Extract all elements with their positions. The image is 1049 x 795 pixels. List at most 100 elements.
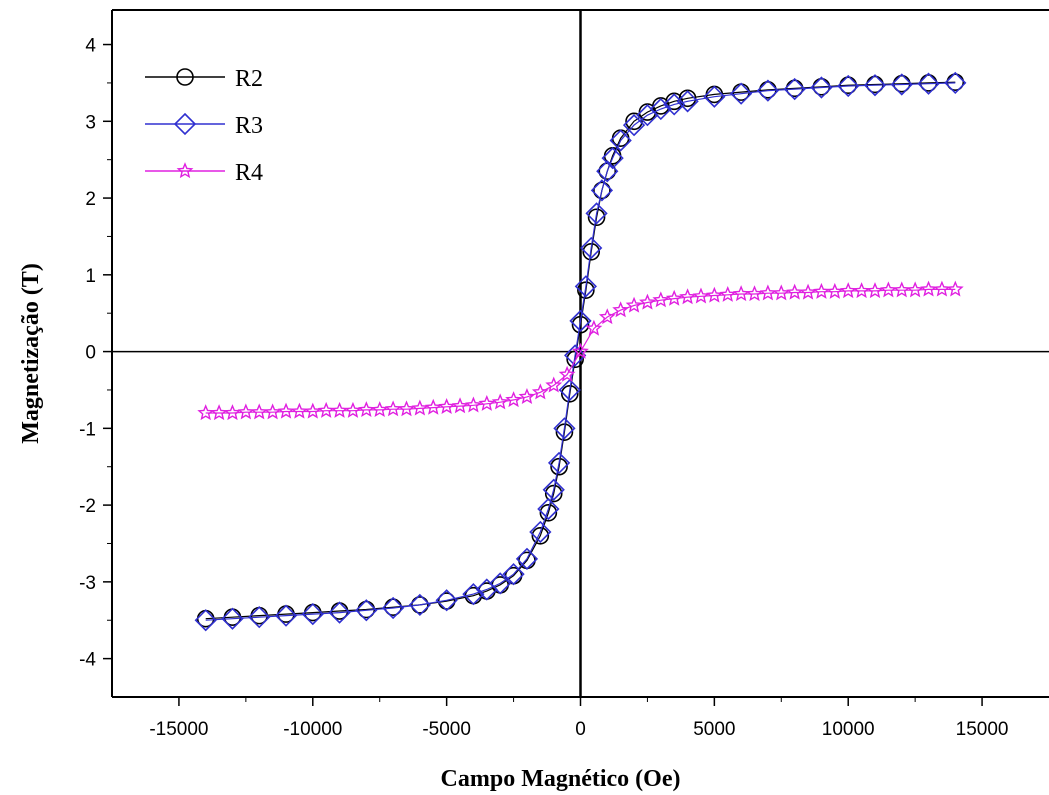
data-point-r3 xyxy=(863,74,887,97)
data-point-r4 xyxy=(384,400,402,417)
x-tick-label: 0 xyxy=(575,719,586,740)
data-point-r4 xyxy=(705,286,723,303)
data-point-r3 xyxy=(542,478,565,501)
data-point-r3 xyxy=(408,593,432,617)
data-point-r4 xyxy=(291,402,308,419)
data-point-r4 xyxy=(558,365,576,382)
legend-label: R3 xyxy=(235,113,263,139)
data-point-r3 xyxy=(194,609,217,632)
data-point-r3 xyxy=(590,179,614,202)
data-point-r3 xyxy=(537,497,560,521)
data-point-r4 xyxy=(946,280,964,297)
data-point-r2 xyxy=(411,596,429,614)
data-point-r3 xyxy=(381,596,405,620)
data-point-r4 xyxy=(853,282,870,299)
data-point-r2 xyxy=(587,208,606,227)
data-point-r4 xyxy=(371,401,389,418)
data-point-r3 xyxy=(917,72,940,95)
legend-item-r4: R4 xyxy=(145,160,263,186)
data-point-r3 xyxy=(585,202,608,225)
data-point-r4 xyxy=(692,287,710,304)
legend-item-r3: R3 xyxy=(145,112,263,139)
data-point-r4 xyxy=(906,281,924,298)
data-point-r4 xyxy=(826,282,844,299)
data-point-r2 xyxy=(593,181,611,200)
data-point-r4 xyxy=(652,291,670,308)
data-point-r4 xyxy=(746,285,763,302)
y-axis-title: Magnetização (T) xyxy=(18,263,44,444)
data-point-r3 xyxy=(462,583,485,606)
series-layer xyxy=(194,71,967,632)
data-point-r3 xyxy=(837,74,860,98)
data-point-r4 xyxy=(598,308,616,325)
data-point-r4 xyxy=(879,281,897,298)
data-point-r4 xyxy=(531,383,549,400)
data-point-r3 xyxy=(729,82,753,105)
data-point-r3 xyxy=(810,76,833,99)
data-point-r2 xyxy=(437,592,456,610)
data-point-r4 xyxy=(331,401,348,418)
data-point-r4 xyxy=(772,284,790,301)
data-point-r4 xyxy=(505,391,522,408)
data-point-r3 xyxy=(301,602,324,626)
data-point-r4 xyxy=(786,283,804,300)
data-point-r4 xyxy=(237,403,255,420)
data-point-r4 xyxy=(478,394,496,411)
legend-label: R2 xyxy=(235,66,263,92)
data-point-r4 xyxy=(451,397,469,414)
data-point-r3 xyxy=(580,236,603,260)
data-point-r4 xyxy=(224,404,241,421)
data-point-r3 xyxy=(328,601,351,624)
data-point-r3 xyxy=(649,97,672,121)
data-point-r2 xyxy=(560,384,579,403)
data-point-r2 xyxy=(582,242,601,261)
data-point-r4 xyxy=(679,288,696,305)
data-point-r3 xyxy=(274,604,298,627)
data-point-r4 xyxy=(398,400,415,417)
series-r3 xyxy=(194,71,967,632)
data-point-r3 xyxy=(676,90,699,113)
data-point-r3 xyxy=(569,309,592,333)
y-tick-label: -4 xyxy=(79,650,96,671)
data-point-r4 xyxy=(893,281,911,298)
series-r4 xyxy=(197,280,964,421)
data-point-r3 xyxy=(609,129,632,152)
data-point-r4 xyxy=(411,399,429,416)
data-point-r4 xyxy=(839,282,857,299)
data-point-r3 xyxy=(944,71,967,95)
x-tick-label: -15000 xyxy=(149,719,208,740)
data-point-r4 xyxy=(438,398,456,414)
data-point-r3 xyxy=(502,563,525,586)
data-point-r4 xyxy=(639,293,656,310)
y-tick-label: -2 xyxy=(79,496,96,517)
data-point-r2 xyxy=(577,281,595,299)
data-point-r4 xyxy=(759,284,777,301)
x-axis-title: Campo Magnético (Oe) xyxy=(441,766,681,792)
data-point-r4 xyxy=(585,319,603,336)
y-tick-label: 1 xyxy=(85,266,96,287)
data-point-r3 xyxy=(703,85,726,108)
data-point-r2 xyxy=(946,73,965,91)
y-tick-label: 3 xyxy=(85,112,96,133)
data-point-r3 xyxy=(435,589,458,612)
y-tick-label: -1 xyxy=(79,419,96,440)
data-point-r2 xyxy=(539,503,558,522)
data-point-r4 xyxy=(813,282,830,299)
data-point-r2 xyxy=(531,527,550,545)
x-tick-label: -5000 xyxy=(422,719,471,740)
data-point-r3 xyxy=(558,378,581,402)
data-point-r2 xyxy=(571,315,590,334)
data-point-r4 xyxy=(304,402,322,419)
data-point-r3 xyxy=(489,572,512,595)
data-point-r4 xyxy=(250,403,268,420)
y-tick-label: -3 xyxy=(79,573,96,594)
data-point-r4 xyxy=(357,401,375,418)
data-point-r3 xyxy=(783,77,806,101)
data-point-r3 xyxy=(663,93,686,116)
data-point-r4 xyxy=(465,396,482,413)
data-point-r3 xyxy=(553,417,576,440)
data-point-r3 xyxy=(564,344,587,367)
x-tick-label: -10000 xyxy=(283,719,342,740)
data-point-r4 xyxy=(197,404,215,421)
